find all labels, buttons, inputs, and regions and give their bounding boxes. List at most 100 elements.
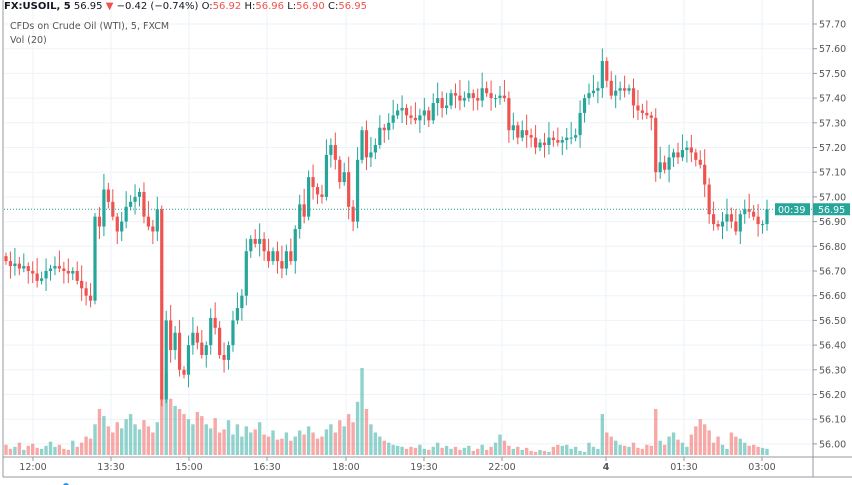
volume-bar bbox=[645, 444, 649, 455]
volume-bar bbox=[596, 448, 600, 455]
candle-body bbox=[413, 117, 418, 121]
candle-body bbox=[622, 88, 627, 91]
volume-bar bbox=[22, 449, 26, 455]
volume-bar bbox=[431, 446, 435, 455]
candle-body bbox=[200, 342, 204, 355]
time-axis[interactable]: 12:00 13:30 15:00 16:30 18:00 19:30 22:00 4 01:3… bbox=[19, 457, 776, 473]
candle-body bbox=[13, 263, 17, 267]
candle-body bbox=[467, 93, 471, 99]
candle-body bbox=[734, 221, 738, 232]
candles bbox=[4, 48, 769, 407]
candle-body bbox=[404, 107, 409, 116]
volume-bar bbox=[257, 422, 262, 455]
volume-bar bbox=[253, 429, 257, 455]
candle-body bbox=[427, 110, 431, 121]
volume-bar bbox=[266, 436, 271, 455]
volume-bar bbox=[195, 412, 200, 455]
volume-bar bbox=[547, 451, 551, 455]
y-tick-label: 57.50 bbox=[819, 69, 846, 80]
candle-body bbox=[218, 327, 222, 355]
volume-bar bbox=[751, 444, 756, 455]
volume-bar bbox=[698, 419, 702, 455]
candle-body bbox=[240, 295, 244, 309]
candle-body bbox=[640, 110, 644, 113]
candle-body bbox=[191, 332, 195, 346]
volume-bar bbox=[418, 444, 422, 455]
volume-bar bbox=[17, 442, 22, 455]
candle-body bbox=[333, 145, 337, 160]
volume-bar bbox=[435, 442, 440, 455]
candle-body bbox=[440, 98, 444, 108]
low-label: L: bbox=[287, 1, 297, 12]
candle-body bbox=[703, 164, 707, 185]
x-tick-label: 15:00 bbox=[175, 462, 202, 473]
candle-body bbox=[378, 127, 382, 146]
volume-bar bbox=[151, 432, 155, 455]
y-tick-label: 57.60 bbox=[819, 44, 846, 55]
volume-bar bbox=[591, 446, 596, 455]
volume-bar bbox=[378, 436, 382, 455]
candle-body bbox=[471, 93, 475, 99]
candle-body bbox=[44, 271, 48, 279]
last-price-label: 56.95 bbox=[818, 205, 845, 216]
volume-bar bbox=[702, 424, 707, 455]
volume-bar bbox=[743, 442, 747, 455]
volume-bar bbox=[137, 429, 142, 455]
candle-body bbox=[4, 256, 8, 262]
candle-body bbox=[222, 354, 226, 360]
y-tick-label: 57.10 bbox=[819, 168, 846, 179]
candle-body bbox=[204, 345, 208, 355]
y-tick-label: 56.20 bbox=[819, 390, 846, 401]
volume-bar bbox=[493, 442, 498, 455]
candle-body bbox=[8, 261, 13, 267]
candle-body bbox=[129, 201, 133, 207]
candle-body bbox=[507, 98, 511, 131]
volume-bar bbox=[338, 420, 342, 455]
volume-bar bbox=[31, 443, 35, 455]
volume-bar bbox=[293, 436, 297, 455]
volume-bar bbox=[200, 416, 204, 455]
candle-body bbox=[80, 280, 84, 289]
candle-body bbox=[636, 105, 640, 111]
series-legend[interactable]: CFDs on Crude Oil (WTI), 5, FXCM bbox=[10, 21, 170, 32]
volume-bar bbox=[658, 440, 662, 455]
y-tick-label: 56.90 bbox=[819, 217, 846, 228]
volume-bar bbox=[315, 438, 320, 455]
volume-bar bbox=[364, 408, 369, 455]
candle-body bbox=[720, 221, 725, 227]
candle-body bbox=[565, 137, 569, 141]
volume-bar bbox=[324, 429, 329, 455]
x-tick-label: 4 bbox=[603, 462, 610, 473]
grid-lines bbox=[4, 0, 813, 457]
volume-bar bbox=[395, 445, 400, 455]
candle-body bbox=[422, 110, 426, 116]
volume-bar bbox=[720, 444, 725, 455]
candle-body bbox=[547, 137, 551, 146]
volume-bar bbox=[444, 445, 449, 455]
candle-body bbox=[752, 211, 756, 217]
volume-bar bbox=[556, 444, 560, 455]
volume-bar bbox=[249, 432, 253, 455]
volume-bar bbox=[480, 444, 484, 455]
volume-bar bbox=[453, 446, 458, 455]
volume-bar bbox=[88, 438, 93, 455]
candle-body bbox=[169, 320, 173, 351]
x-tick-label: 03:00 bbox=[748, 462, 775, 473]
candle-body bbox=[480, 88, 484, 101]
candle-body bbox=[347, 172, 351, 207]
candle-body bbox=[26, 266, 30, 271]
volume-legend[interactable]: Vol (20) bbox=[10, 35, 47, 46]
candle-body bbox=[48, 268, 53, 271]
candle-body bbox=[738, 214, 742, 232]
candle-body bbox=[409, 115, 413, 118]
price-axis[interactable]: 57.70 57.60 57.50 57.40 57.30 57.20 57.10 57.00… bbox=[813, 20, 846, 451]
candle-body bbox=[649, 115, 653, 118]
volume-bar bbox=[240, 436, 244, 455]
volume-bar bbox=[636, 447, 640, 455]
candle-body bbox=[57, 266, 62, 269]
candle-body bbox=[213, 317, 217, 328]
volume-bar bbox=[191, 424, 195, 455]
volume-bar bbox=[97, 408, 102, 455]
candle-body bbox=[680, 149, 685, 158]
